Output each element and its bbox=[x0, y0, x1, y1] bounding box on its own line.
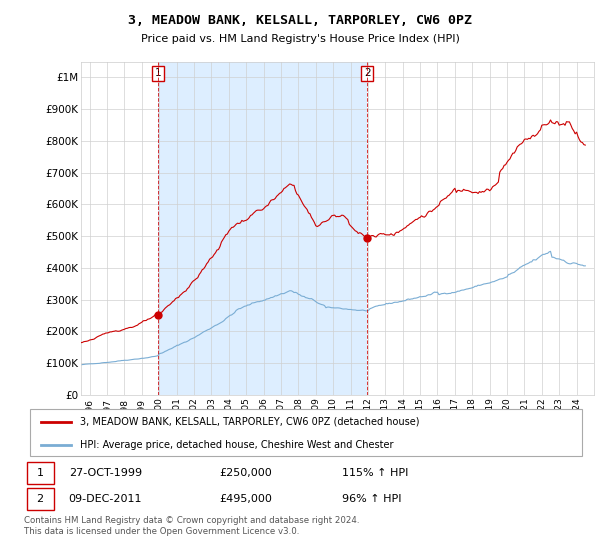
Text: 1: 1 bbox=[37, 468, 44, 478]
Text: Contains HM Land Registry data © Crown copyright and database right 2024.
This d: Contains HM Land Registry data © Crown c… bbox=[24, 516, 359, 536]
Text: £495,000: £495,000 bbox=[220, 494, 272, 504]
Text: 1: 1 bbox=[154, 68, 161, 78]
Bar bbox=[158, 62, 367, 395]
Text: 115% ↑ HPI: 115% ↑ HPI bbox=[342, 468, 409, 478]
Text: 3, MEADOW BANK, KELSALL, TARPORLEY, CW6 0PZ (detached house): 3, MEADOW BANK, KELSALL, TARPORLEY, CW6 … bbox=[80, 417, 419, 427]
Text: 27-OCT-1999: 27-OCT-1999 bbox=[68, 468, 142, 478]
Text: Price paid vs. HM Land Registry's House Price Index (HPI): Price paid vs. HM Land Registry's House … bbox=[140, 34, 460, 44]
Text: 2: 2 bbox=[364, 68, 371, 78]
Text: HPI: Average price, detached house, Cheshire West and Chester: HPI: Average price, detached house, Ches… bbox=[80, 440, 393, 450]
FancyBboxPatch shape bbox=[27, 462, 53, 483]
FancyBboxPatch shape bbox=[27, 488, 53, 510]
Text: £250,000: £250,000 bbox=[220, 468, 272, 478]
Text: 09-DEC-2011: 09-DEC-2011 bbox=[68, 494, 142, 504]
Text: 2: 2 bbox=[37, 494, 44, 504]
Text: 3, MEADOW BANK, KELSALL, TARPORLEY, CW6 0PZ: 3, MEADOW BANK, KELSALL, TARPORLEY, CW6 … bbox=[128, 14, 472, 27]
Text: 96% ↑ HPI: 96% ↑ HPI bbox=[342, 494, 401, 504]
FancyBboxPatch shape bbox=[30, 409, 582, 456]
